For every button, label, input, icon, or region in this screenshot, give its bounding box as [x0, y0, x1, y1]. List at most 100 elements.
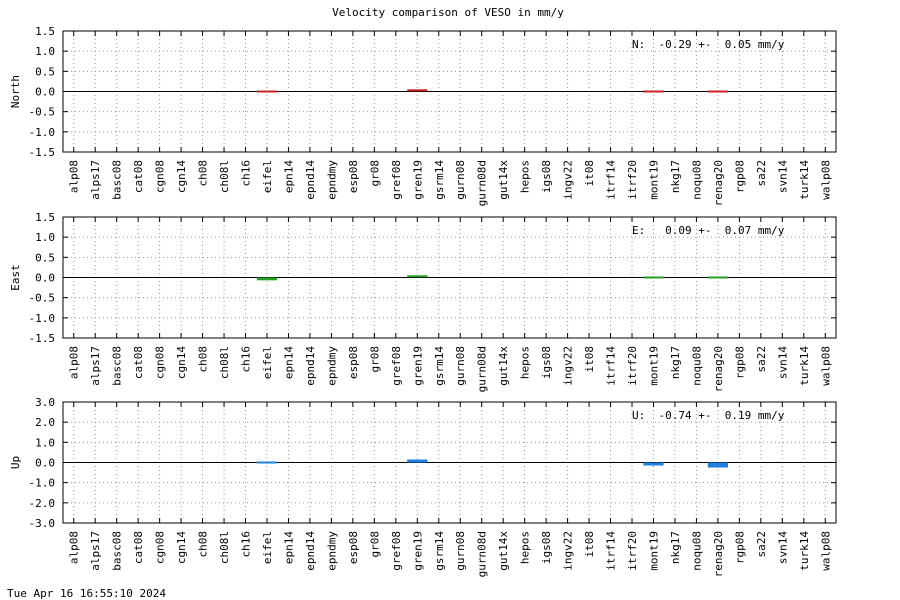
- y-tick-label: -1.5: [29, 146, 56, 159]
- y-tick-label: 1.5: [35, 25, 55, 38]
- y-tick-label: 0.5: [35, 65, 55, 78]
- x-tick-label: eifel: [261, 346, 274, 379]
- x-tick-label: hepos: [519, 160, 532, 193]
- y-tick-label: -1.0: [29, 312, 56, 325]
- x-tick-label: basc08: [111, 531, 124, 571]
- x-tick-label: alps17: [89, 531, 102, 571]
- x-tick-label: gsrm14: [433, 531, 446, 571]
- x-tick-label: gsrm14: [433, 160, 446, 200]
- x-tick-label: itrf20: [626, 160, 639, 200]
- x-tick-label: epn14: [282, 531, 295, 564]
- x-tick-label: ch08: [197, 346, 210, 373]
- x-tick-label: basc08: [111, 346, 124, 386]
- x-tick-label: gr08: [368, 160, 381, 187]
- x-tick-label: epndmy: [325, 160, 338, 200]
- x-tick-label: gurn08d: [476, 346, 489, 392]
- x-tick-label: walp08: [819, 346, 832, 386]
- x-tick-label: sa22: [755, 346, 768, 373]
- y-tick-label: -1.5: [29, 332, 56, 345]
- x-tick-label: alps17: [89, 346, 102, 386]
- x-tick-label: ch08l: [218, 346, 231, 379]
- y-tick-label: 3.0: [35, 396, 55, 409]
- x-tick-label: gren19: [411, 346, 424, 386]
- x-tick-label: gref08: [390, 160, 403, 200]
- y-tick-label: 0.0: [35, 457, 55, 470]
- x-tick-label: nkg17: [669, 346, 682, 379]
- x-tick-label: alp08: [68, 531, 81, 564]
- x-tick-label: gurn08: [454, 531, 467, 571]
- x-tick-label: gut14x: [497, 531, 510, 571]
- x-tick-label: svn14: [776, 346, 789, 379]
- x-tick-label: renag20: [712, 346, 725, 392]
- x-tick-label: epndmy: [325, 346, 338, 386]
- x-tick-label: sa22: [755, 531, 768, 558]
- x-tick-label: walp08: [819, 531, 832, 571]
- x-tick-label: walp08: [819, 160, 832, 200]
- x-tick-label: gr08: [368, 346, 381, 373]
- bar: [256, 90, 278, 93]
- bar: [407, 275, 428, 278]
- x-tick-label: esp08: [347, 346, 360, 379]
- x-tick-label: ingv22: [562, 160, 575, 200]
- x-tick-label: eifel: [261, 531, 274, 564]
- x-tick-label: itrf14: [605, 346, 618, 386]
- x-tick-label: rgp08: [733, 531, 746, 564]
- bar: [407, 459, 428, 463]
- x-tick-label: gren19: [411, 531, 424, 571]
- x-tick-label: hepos: [519, 346, 532, 379]
- x-tick-label: it08: [583, 346, 596, 373]
- y-tick-label: 0.0: [35, 86, 55, 99]
- x-tick-label: gren19: [411, 160, 424, 200]
- x-tick-label: igs08: [540, 160, 553, 193]
- x-tick-label: rgp08: [733, 160, 746, 193]
- plot-frame: [62, 30, 837, 153]
- x-tick-label: cgn08: [154, 346, 167, 379]
- y-tick-label: 0.5: [35, 251, 55, 264]
- x-tick-label: cat08: [132, 346, 145, 379]
- x-tick-label: mont19: [647, 160, 660, 200]
- x-tick-label: epn14: [282, 160, 295, 193]
- x-tick-label: epn14: [282, 346, 295, 379]
- x-tick-label: itrf14: [605, 531, 618, 571]
- y-axis-label: Up: [9, 456, 22, 469]
- x-tick-label: renag20: [712, 531, 725, 577]
- x-tick-label: svn14: [776, 160, 789, 193]
- x-tick-label: alps17: [89, 160, 102, 200]
- plot-frame: [62, 401, 837, 524]
- x-tick-label: mont19: [647, 346, 660, 386]
- x-tick-label: alp08: [68, 346, 81, 379]
- x-tick-label: ch08: [197, 531, 210, 558]
- x-tick-label: noqu08: [690, 531, 703, 571]
- x-tick-label: cgn08: [154, 531, 167, 564]
- y-axis-label: North: [9, 75, 22, 108]
- x-tick-label: epnd14: [304, 531, 317, 571]
- x-tick-label: esp08: [347, 160, 360, 193]
- x-tick-label: turk14: [798, 346, 811, 386]
- x-tick-label: itrf14: [605, 160, 618, 200]
- x-tick-label: ch08l: [218, 160, 231, 193]
- y-tick-label: -2.0: [29, 497, 56, 510]
- x-tick-label: cgn14: [175, 531, 188, 564]
- x-tick-label: ch08: [197, 160, 210, 187]
- x-tick-label: gurn08: [454, 346, 467, 386]
- x-tick-label: ch16: [240, 531, 253, 558]
- x-tick-label: ch08l: [218, 531, 231, 564]
- x-tick-label: mont19: [647, 531, 660, 571]
- figure-title: Velocity comparison of VESO in mm/y: [332, 6, 564, 19]
- x-tick-label: cat08: [132, 160, 145, 193]
- bar: [643, 276, 664, 279]
- bar: [256, 277, 278, 281]
- x-tick-label: renag20: [712, 160, 725, 206]
- x-tick-label: igs08: [540, 346, 553, 379]
- x-tick-label: gurn08: [454, 160, 467, 200]
- y-tick-label: -3.0: [29, 517, 56, 530]
- bar: [707, 90, 728, 93]
- x-tick-label: sa22: [755, 160, 768, 187]
- x-tick-label: esp08: [347, 531, 360, 564]
- annotation: N: -0.29 +- 0.05 mm/y: [632, 38, 785, 51]
- y-tick-label: 0.0: [35, 272, 55, 285]
- x-tick-label: gut14x: [497, 160, 510, 200]
- x-tick-label: nkg17: [669, 160, 682, 193]
